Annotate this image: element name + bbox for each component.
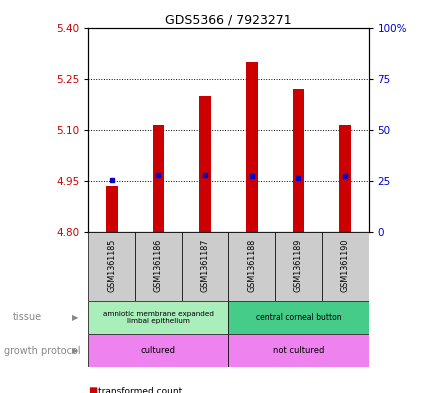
Text: cultured: cultured xyxy=(141,346,175,355)
Text: ▶: ▶ xyxy=(72,346,79,355)
Text: GSM1361188: GSM1361188 xyxy=(247,238,256,292)
Text: GSM1361190: GSM1361190 xyxy=(340,238,349,292)
Bar xyxy=(88,232,135,301)
Bar xyxy=(88,334,228,367)
Bar xyxy=(338,125,350,232)
Bar xyxy=(246,62,257,232)
Text: GSM1361186: GSM1361186 xyxy=(154,238,163,292)
Text: ■: ■ xyxy=(88,386,97,393)
Bar xyxy=(292,89,304,232)
Text: tissue: tissue xyxy=(13,312,42,322)
Text: growth protocol: growth protocol xyxy=(4,346,81,356)
Bar xyxy=(106,186,117,232)
Bar xyxy=(135,232,181,301)
Text: GSM1361189: GSM1361189 xyxy=(293,238,302,292)
Bar xyxy=(228,334,368,367)
Title: GDS5366 / 7923271: GDS5366 / 7923271 xyxy=(165,13,291,26)
Bar xyxy=(152,125,164,232)
Text: ▶: ▶ xyxy=(72,313,79,322)
Bar xyxy=(199,95,210,232)
Text: transformed count: transformed count xyxy=(98,387,182,393)
Bar xyxy=(88,301,228,334)
Text: central corneal button: central corneal button xyxy=(255,313,341,322)
Text: GSM1361185: GSM1361185 xyxy=(107,238,116,292)
Bar xyxy=(228,301,368,334)
Bar xyxy=(321,232,368,301)
Text: GSM1361187: GSM1361187 xyxy=(200,238,209,292)
Text: amniotic membrane expanded
limbal epithelium: amniotic membrane expanded limbal epithe… xyxy=(103,311,213,324)
Bar xyxy=(274,232,321,301)
Bar xyxy=(181,232,228,301)
Text: not cultured: not cultured xyxy=(272,346,323,355)
Bar xyxy=(228,232,274,301)
